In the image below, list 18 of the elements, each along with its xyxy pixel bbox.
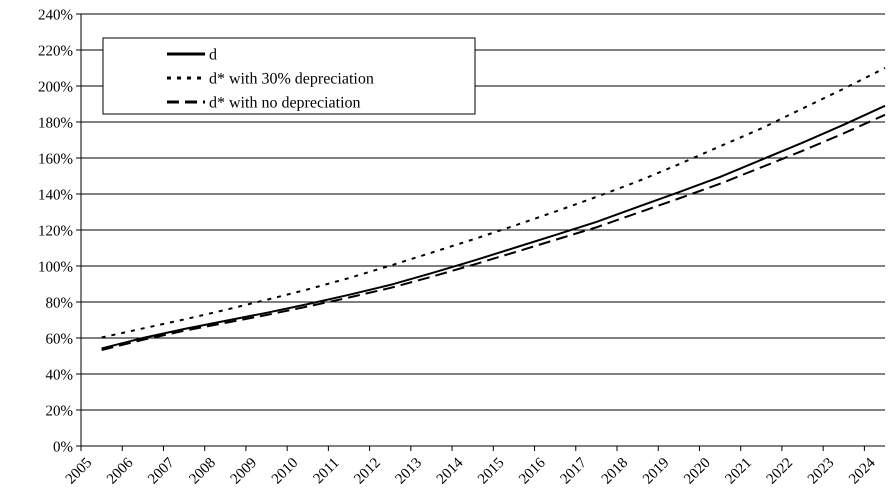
y-tick-label: 60%	[46, 331, 73, 348]
legend-label: d* with no depreciation	[209, 94, 361, 112]
y-tick-label: 0%	[53, 439, 73, 456]
y-tick-label: 140%	[38, 187, 73, 204]
y-tick-label: 200%	[38, 79, 73, 96]
x-tick-label: 2021	[722, 454, 755, 488]
y-tick-label: 40%	[46, 367, 73, 384]
y-tick-label: 180%	[38, 115, 73, 132]
x-tick-label: 2011	[310, 454, 343, 488]
y-tick-label: 220%	[38, 43, 73, 60]
y-tick-label: 240%	[38, 7, 73, 24]
legend-label: d	[209, 46, 217, 64]
legend-label: d* with 30% depreciation	[209, 70, 374, 88]
y-tick-label: 160%	[38, 151, 73, 168]
y-tick-label: 80%	[46, 295, 73, 312]
y-tick-label: 100%	[38, 259, 73, 276]
y-tick-label: 20%	[46, 403, 73, 420]
y-tick-label: 120%	[38, 223, 73, 240]
